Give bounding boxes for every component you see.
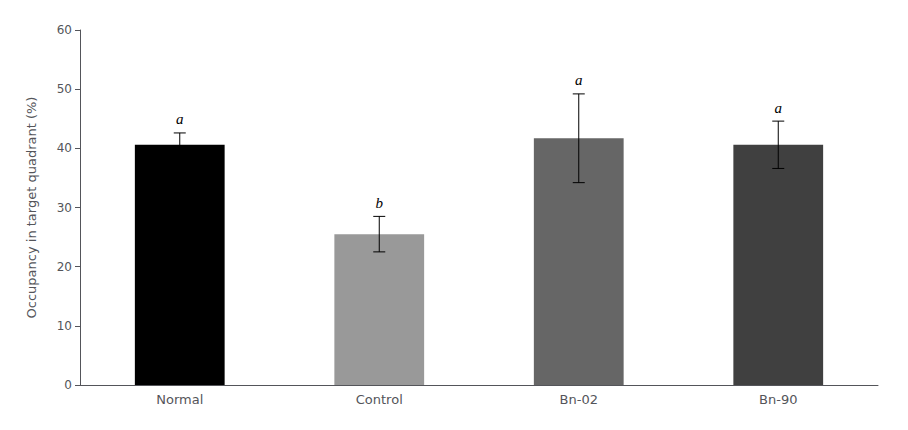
svg-text:Bn-02: Bn-02 xyxy=(560,392,598,407)
svg-text:a: a xyxy=(176,111,184,127)
svg-text:40: 40 xyxy=(57,141,72,155)
svg-text:a: a xyxy=(575,72,583,88)
svg-text:Normal: Normal xyxy=(156,392,203,407)
svg-text:0: 0 xyxy=(64,378,72,392)
svg-text:50: 50 xyxy=(57,82,72,96)
svg-text:20: 20 xyxy=(57,260,72,274)
svg-text:a: a xyxy=(775,100,783,116)
svg-text:b: b xyxy=(376,195,384,211)
svg-text:Bn-90: Bn-90 xyxy=(759,392,797,407)
svg-text:10: 10 xyxy=(57,319,72,333)
svg-text:60: 60 xyxy=(57,23,72,37)
svg-text:Occupancy in target quadrant (: Occupancy in target quadrant (%) xyxy=(24,97,39,319)
svg-text:30: 30 xyxy=(57,201,72,215)
svg-text:Control: Control xyxy=(356,392,403,407)
